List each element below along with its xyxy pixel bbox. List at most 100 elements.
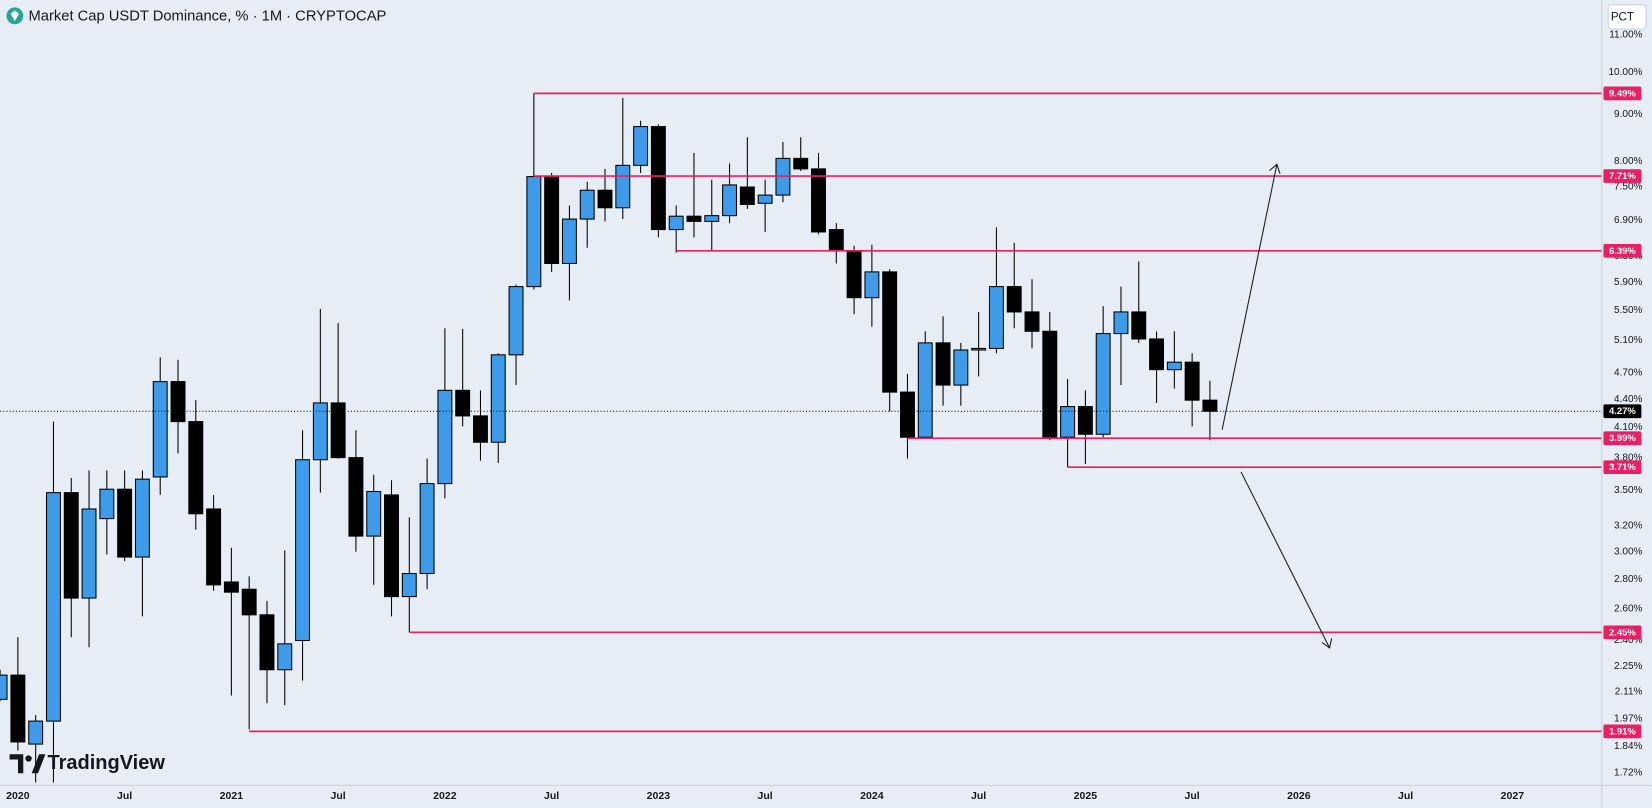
candle-body (650, 126, 666, 231)
candle-body (864, 271, 880, 299)
y-tick-label: 6.90% (1614, 215, 1642, 226)
y-tick-label: 4.10% (1614, 422, 1642, 433)
x-tick-label: 2025 (1074, 790, 1098, 802)
brand-icon (9, 754, 24, 774)
candle-body (615, 164, 631, 209)
candle-body (277, 643, 293, 671)
y-tick-label: 3.00% (1614, 546, 1642, 557)
level-label-box (1603, 724, 1642, 739)
arrow-up (1221, 164, 1278, 430)
candle-body (46, 492, 61, 722)
x-tick-label: 2026 (1287, 790, 1311, 802)
y-tick-label: 4.40% (1614, 394, 1642, 405)
candle-body (597, 189, 613, 209)
candle-body (526, 176, 542, 288)
y-tick-label: 2.25% (1614, 661, 1642, 672)
candle-body (295, 459, 311, 642)
brand-name: TradingView (47, 752, 165, 774)
level-label: 7.71% (1609, 171, 1636, 182)
candle-body (170, 381, 186, 423)
candle-body (117, 488, 133, 558)
candle-body (437, 389, 453, 485)
candle-body (348, 457, 364, 537)
brand-icon (31, 754, 46, 774)
x-tick-label: Jul (117, 790, 132, 802)
candle-body (579, 189, 595, 220)
brand-logo: TradingView (9, 752, 165, 774)
candle-body (882, 271, 898, 393)
y-tick-label: 5.50% (1614, 305, 1642, 316)
candle-body (1060, 406, 1076, 438)
candle-body (1006, 286, 1022, 313)
candle-body (1095, 333, 1111, 435)
x-tick-label: Jul (1185, 790, 1200, 802)
candle-body (312, 402, 328, 461)
arrow-head (1269, 163, 1281, 174)
candle-body (1024, 311, 1040, 332)
arrow-down (1240, 471, 1331, 649)
level-label: 9.49% (1609, 88, 1636, 99)
candle-body (384, 494, 399, 598)
level-label: 3.99% (1609, 433, 1636, 444)
plot-area (0, 92, 1602, 783)
brand-icon (25, 755, 32, 762)
scale-button[interactable] (1607, 4, 1647, 30)
candle-body (330, 402, 346, 459)
x-tick-label: 2020 (6, 790, 30, 802)
candle-body (846, 250, 862, 299)
y-tick-label: 2.11% (1615, 686, 1643, 697)
candle-body (366, 490, 382, 537)
candle-body (1113, 311, 1129, 335)
y-tick-label: 7.50% (1614, 182, 1642, 193)
candle-body (473, 415, 488, 443)
x-tick-label: 2027 (1501, 790, 1525, 802)
level-label: 6.39% (1609, 246, 1636, 257)
candle-body (988, 286, 1004, 349)
scale-button-label[interactable]: PCT (1611, 11, 1634, 23)
y-tick-label: 5.10% (1614, 335, 1642, 346)
price-axis: 11.00%10.00%9.00%8.00%7.50%6.90%6.30%5.9… (6, 29, 1642, 802)
level-label-box (1603, 431, 1642, 446)
candle-body (704, 215, 720, 222)
level-label: 2.45% (1609, 627, 1636, 638)
candle-body (757, 194, 773, 204)
x-tick-label: Jul (1398, 790, 1413, 802)
level-label: 4.27% (1609, 406, 1636, 417)
candle-body (188, 421, 204, 515)
candle-body (544, 176, 560, 264)
candle-body (828, 229, 844, 252)
candle-body (722, 184, 738, 217)
level-label-box (1603, 404, 1642, 419)
candle-body (668, 215, 684, 231)
y-tick-label: 3.50% (1614, 485, 1642, 496)
y-tick-label: 8.00% (1614, 156, 1642, 167)
x-tick-label: Jul (971, 790, 986, 802)
level-label-box (1603, 243, 1642, 258)
y-tick-label: 11.00% (1609, 29, 1642, 40)
candle-body (561, 218, 577, 264)
candle-body (259, 614, 275, 671)
candle-body (152, 381, 168, 478)
candle-body (1077, 406, 1093, 435)
x-tick-label: 2024 (860, 790, 884, 802)
chart-title: Market Cap USDT Dominance, % · 1M · CRYP… (29, 9, 387, 25)
x-tick-label: 2021 (220, 790, 244, 802)
y-tick-label: 1.84% (1614, 741, 1642, 752)
candle-body (971, 347, 987, 351)
candle-body (241, 588, 257, 616)
y-tick-label: 10.00% (1609, 67, 1643, 78)
candle-body (206, 508, 222, 586)
candle-body (686, 215, 702, 222)
candle-body (633, 126, 649, 166)
level-label: 3.71% (1609, 462, 1636, 473)
y-tick-label: 3.80% (1614, 452, 1642, 463)
y-tick-label: 1.97% (1614, 714, 1642, 725)
candle-body (99, 488, 115, 520)
candle-body (935, 342, 951, 386)
candle-body (490, 354, 506, 443)
x-tick-label: 2022 (433, 790, 457, 802)
candle-body (811, 168, 826, 233)
